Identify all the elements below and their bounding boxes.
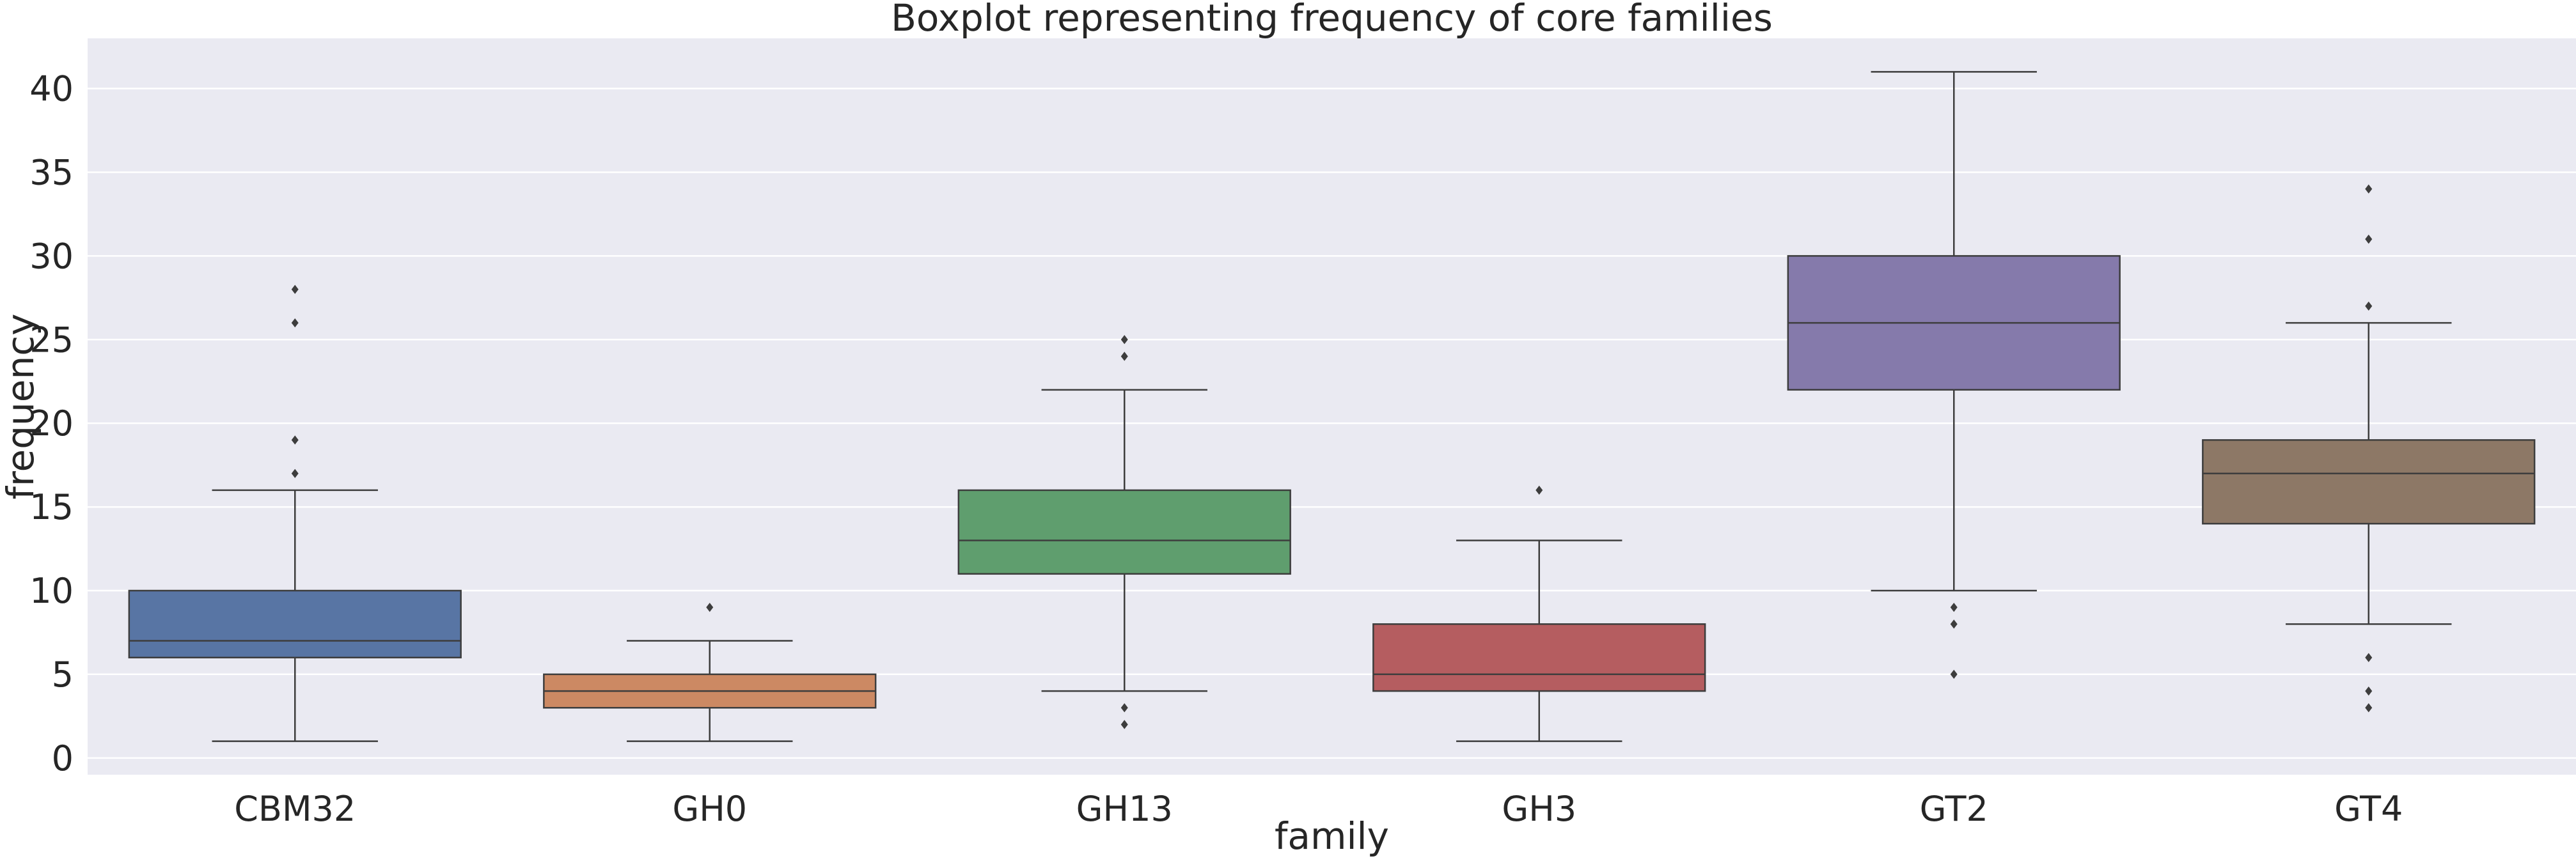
outlier-point: [2365, 703, 2373, 713]
plot-area: [88, 38, 2576, 775]
outlier-point: [1120, 335, 1128, 345]
iqr-box: [2202, 439, 2536, 525]
y-tick-label: 5: [52, 655, 74, 695]
y-tick-label: 35: [29, 152, 74, 192]
iqr-box: [957, 489, 1291, 575]
y-tick-label: 25: [29, 320, 74, 360]
outlier-point: [2365, 184, 2373, 194]
outlier-point: [1950, 619, 1958, 629]
y-tick-label: 15: [29, 487, 74, 527]
outlier-point: [1120, 703, 1128, 713]
iqr-box: [128, 589, 462, 658]
outlier-point: [1950, 669, 1958, 679]
outlier-point: [2365, 686, 2373, 696]
y-axis-label: frequency: [0, 314, 42, 500]
box-gh0: [543, 603, 877, 742]
chart-title: Boxplot representing frequency of core f…: [891, 0, 1773, 40]
y-tick-label: 30: [29, 236, 74, 276]
outlier-point: [1120, 720, 1128, 729]
outlier-point: [1950, 603, 1958, 612]
outlier-point: [706, 603, 714, 612]
outlier-point: [291, 318, 299, 328]
box-gt2: [1787, 71, 2121, 679]
outlier-point: [2365, 301, 2373, 311]
outlier-point: [2365, 653, 2373, 662]
x-tick-labels: CBM32 GH0 GH13 GH3 GT2 GT4: [234, 789, 2403, 829]
outlier-point: [2365, 235, 2373, 244]
grid-lines: [88, 88, 2576, 759]
x-tick-label: GT2: [1920, 789, 1988, 829]
y-tick-label: 40: [29, 69, 74, 109]
iqr-box: [1372, 623, 1706, 692]
y-tick-label: 20: [29, 403, 74, 444]
box-cbm32: [128, 284, 462, 742]
x-tick-label: CBM32: [234, 789, 356, 829]
outlier-point: [291, 469, 299, 478]
y-tick-label: 0: [52, 738, 74, 779]
box-gh3: [1372, 485, 1706, 742]
outlier-point: [1120, 352, 1128, 361]
x-tick-label: GT4: [2334, 789, 2403, 829]
x-tick-label: GH0: [672, 789, 747, 829]
outlier-point: [1535, 485, 1543, 495]
outlier-point: [291, 284, 299, 294]
boxes: [128, 71, 2536, 742]
x-axis-label: family: [1275, 814, 1389, 858]
box-gh13: [957, 335, 1291, 729]
y-tick-labels: 0 5 10 15 20 25 30 35 40: [29, 69, 74, 779]
x-tick-label: GH3: [1502, 789, 1576, 829]
outlier-point: [291, 435, 299, 445]
y-tick-label: 10: [29, 571, 74, 611]
box-gt4: [2202, 184, 2536, 713]
x-tick-label: GH13: [1076, 789, 1173, 829]
